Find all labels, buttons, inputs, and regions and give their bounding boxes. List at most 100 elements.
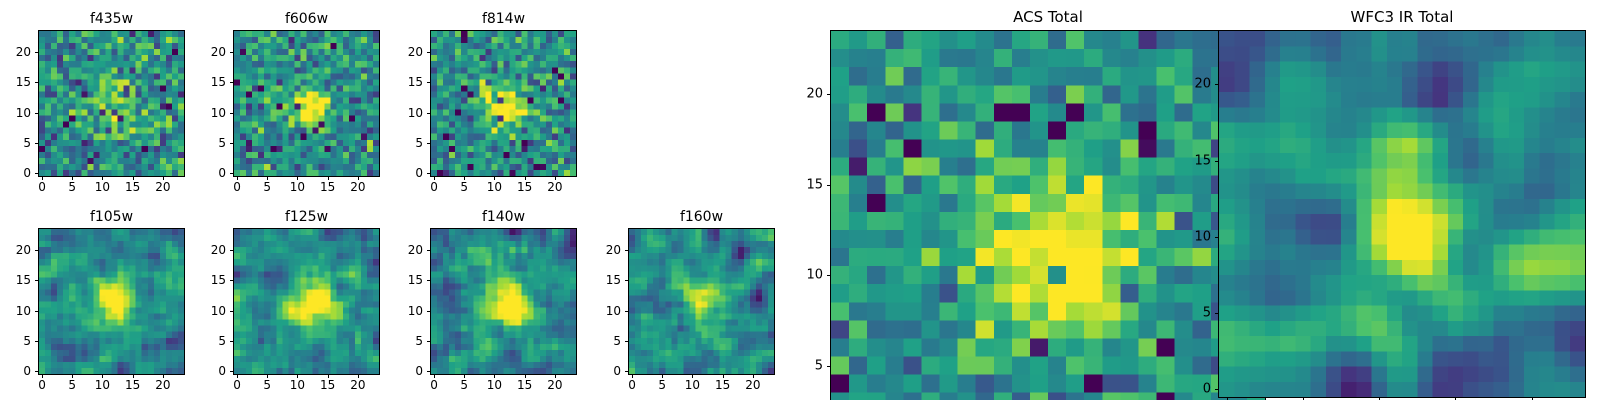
y-tick-label: 15 xyxy=(15,75,31,90)
x-tick-label: 15 xyxy=(715,378,731,392)
y-tick-label: 5 xyxy=(814,358,823,374)
y-tick-label: 20 xyxy=(407,45,423,60)
heatmap-panel-f125w: f125w 0 5 10 15 20 0 5 10 15 20 xyxy=(203,208,380,392)
y-tick-mark xyxy=(827,184,831,186)
x-tick-mark xyxy=(692,374,694,378)
y-tick-mark xyxy=(427,142,431,144)
panel-title: f435w xyxy=(89,11,134,27)
x-tick-mark xyxy=(752,374,754,378)
x-tick-label: 0 xyxy=(430,378,438,392)
x-tick-label: 15 xyxy=(125,378,141,392)
x-tick-label: 20 xyxy=(547,378,563,392)
x-tick-mark xyxy=(1531,397,1533,400)
x-tick-label: 15 xyxy=(320,378,336,392)
y-tick-label: 0 xyxy=(415,165,423,180)
panel-title: f140w xyxy=(481,209,526,225)
x-tick-label: 5 xyxy=(460,378,469,392)
y-tick-mark xyxy=(427,172,431,174)
heatmap-panel-f606w: f606w 0 5 10 15 20 0 5 10 15 20 xyxy=(203,10,380,194)
y-tick-mark xyxy=(625,310,629,312)
y-tick-mark xyxy=(35,112,39,114)
y-tick-label: 5 xyxy=(23,333,31,348)
heatmap-canvas xyxy=(39,229,184,374)
x-tick-label: 5 xyxy=(658,378,667,392)
heatmap-canvas xyxy=(431,31,576,176)
y-tick-label: 5 xyxy=(1202,305,1211,321)
x-tick-label: 0 xyxy=(233,180,241,194)
panel-title: ACS Total xyxy=(1013,8,1083,26)
y-tick-label: 0 xyxy=(1202,381,1211,397)
y-tick-label: 15 xyxy=(210,75,226,90)
x-tick-label: 15 xyxy=(517,180,533,194)
y-tick-mark xyxy=(1215,84,1219,86)
y-tick-mark xyxy=(230,280,234,282)
y-tick-label: 5 xyxy=(23,135,31,150)
y-tick-mark xyxy=(625,370,629,372)
y-tick-mark xyxy=(427,112,431,114)
x-tick-mark xyxy=(554,374,556,378)
y-tick-mark xyxy=(230,250,234,252)
x-tick-mark xyxy=(42,374,44,378)
heatmap-canvas xyxy=(831,31,1265,400)
x-tick-mark xyxy=(1455,397,1457,400)
y-tick-label: 15 xyxy=(605,273,621,288)
heatmap-canvas xyxy=(431,229,576,374)
y-tick-label: 0 xyxy=(23,165,31,180)
x-tick-mark xyxy=(554,176,556,180)
y-tick-label: 5 xyxy=(415,333,423,348)
y-tick-label: 5 xyxy=(218,333,226,348)
y-tick-mark xyxy=(427,280,431,282)
x-tick-mark xyxy=(524,374,526,378)
y-tick-label: 10 xyxy=(407,303,423,318)
y-tick-mark xyxy=(625,280,629,282)
y-tick-mark xyxy=(827,94,831,96)
panel-title: f105w xyxy=(89,209,134,225)
panel-title: f814w xyxy=(481,11,526,27)
y-tick-mark xyxy=(427,250,431,252)
x-tick-mark xyxy=(327,176,329,180)
x-tick-mark xyxy=(162,176,164,180)
x-tick-label: 5 xyxy=(460,180,469,194)
y-tick-label: 5 xyxy=(613,333,621,348)
y-tick-mark xyxy=(35,142,39,144)
x-tick-mark xyxy=(72,176,74,180)
x-tick-label: 20 xyxy=(547,180,563,194)
heatmap-panel-f814w: f814w 0 5 10 15 20 0 5 10 15 20 xyxy=(400,10,577,194)
x-tick-label: 10 xyxy=(94,378,111,392)
y-tick-label: 20 xyxy=(210,45,226,60)
y-tick-mark xyxy=(1215,313,1219,315)
y-tick-mark xyxy=(35,370,39,372)
y-tick-mark xyxy=(827,365,831,367)
y-tick-mark xyxy=(35,172,39,174)
y-tick-mark xyxy=(230,370,234,372)
y-tick-label: 15 xyxy=(1194,153,1211,169)
x-tick-label: 5 xyxy=(68,180,77,194)
x-tick-label: 20 xyxy=(155,378,171,392)
x-tick-label: 20 xyxy=(350,378,366,392)
panel-title: f160w xyxy=(679,209,724,225)
y-tick-label: 0 xyxy=(23,363,31,378)
y-tick-label: 0 xyxy=(415,363,423,378)
y-tick-label: 10 xyxy=(210,303,226,318)
x-tick-mark xyxy=(267,176,269,180)
y-tick-mark xyxy=(230,112,234,114)
y-tick-label: 20 xyxy=(1194,76,1211,92)
x-tick-mark xyxy=(237,176,239,180)
y-tick-label: 15 xyxy=(210,273,226,288)
y-tick-label: 0 xyxy=(218,165,226,180)
y-tick-label: 20 xyxy=(15,243,31,258)
x-tick-mark xyxy=(1302,397,1304,400)
x-tick-mark xyxy=(464,374,466,378)
panel-title: f606w xyxy=(284,11,329,27)
heatmap-canvas xyxy=(234,229,379,374)
x-tick-mark xyxy=(327,374,329,378)
x-tick-mark xyxy=(1226,397,1228,400)
